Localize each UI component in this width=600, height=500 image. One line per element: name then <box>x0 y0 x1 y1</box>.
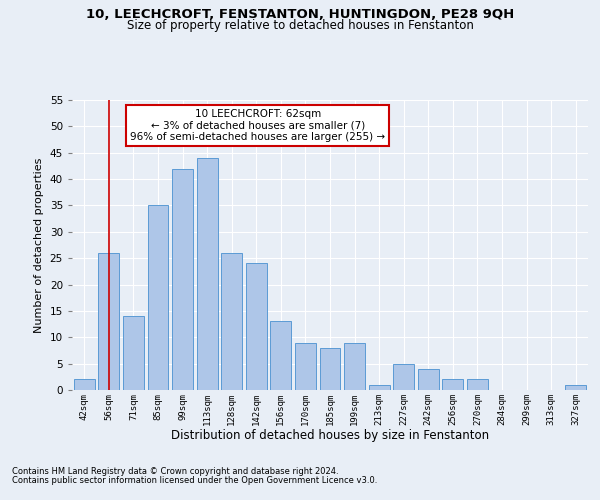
Bar <box>344 342 365 390</box>
Text: Contains HM Land Registry data © Crown copyright and database right 2024.: Contains HM Land Registry data © Crown c… <box>12 467 338 476</box>
Bar <box>271 322 292 390</box>
Bar <box>442 380 463 390</box>
Bar <box>320 348 340 390</box>
Bar <box>74 380 95 390</box>
Bar <box>295 342 316 390</box>
Text: Size of property relative to detached houses in Fenstanton: Size of property relative to detached ho… <box>127 19 473 32</box>
Bar <box>246 264 267 390</box>
Bar <box>221 253 242 390</box>
Bar <box>123 316 144 390</box>
Bar <box>197 158 218 390</box>
Bar <box>393 364 414 390</box>
Text: 10 LEECHCROFT: 62sqm
← 3% of detached houses are smaller (7)
96% of semi-detache: 10 LEECHCROFT: 62sqm ← 3% of detached ho… <box>130 108 385 142</box>
Bar <box>368 384 389 390</box>
Y-axis label: Number of detached properties: Number of detached properties <box>34 158 44 332</box>
Text: Contains public sector information licensed under the Open Government Licence v3: Contains public sector information licen… <box>12 476 377 485</box>
Bar <box>565 384 586 390</box>
Bar <box>172 168 193 390</box>
Bar <box>148 206 169 390</box>
Bar <box>418 369 439 390</box>
Text: 10, LEECHCROFT, FENSTANTON, HUNTINGDON, PE28 9QH: 10, LEECHCROFT, FENSTANTON, HUNTINGDON, … <box>86 8 514 20</box>
Text: Distribution of detached houses by size in Fenstanton: Distribution of detached houses by size … <box>171 428 489 442</box>
Bar <box>98 253 119 390</box>
Bar <box>467 380 488 390</box>
